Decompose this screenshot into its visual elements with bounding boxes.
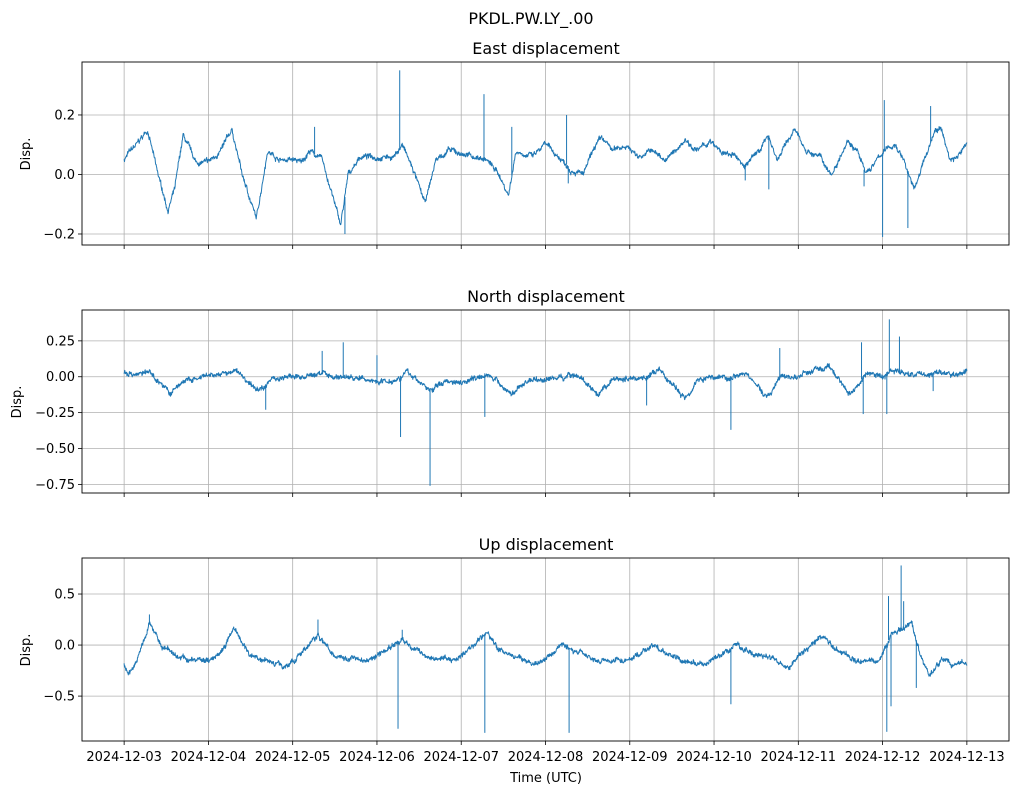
x-tick-label: 2024-12-13	[929, 750, 1005, 765]
up-series-line	[123, 620, 968, 677]
figure-title: PKDL.PW.LY_.00	[468, 9, 593, 29]
x-tick-label: 2024-12-12	[845, 750, 921, 765]
x-tick-label: 2024-12-06	[339, 750, 415, 765]
up-panel: Up displacement Disp. Time (UTC) 2024-12…	[19, 535, 1010, 786]
x-tick-label: 2024-12-05	[255, 750, 331, 765]
east-ylabel: Disp.	[19, 138, 34, 171]
x-tick-label: 2024-12-07	[423, 750, 499, 765]
x-axis-label: Time (UTC)	[509, 771, 582, 786]
north-axes-frame	[81, 309, 1010, 494]
north-title: North displacement	[467, 287, 625, 306]
north-ylabel: Disp.	[10, 386, 25, 419]
north-y-tick-label: −0.75	[35, 478, 75, 493]
north-y-tick-label: −0.50	[35, 442, 75, 457]
north-y-tick-label: 0.25	[46, 334, 75, 349]
north-y-tick-label: 0.00	[46, 370, 75, 385]
up-y-tick-label: 0.0	[54, 639, 75, 654]
north-panel: North displacement Disp. −0.75 −0.50 −0.25…	[10, 287, 1010, 497]
north-y-tick-label: −0.25	[35, 406, 75, 421]
x-tick-label: 2024-12-04	[171, 750, 247, 765]
x-tick-label: 2024-12-03	[86, 750, 162, 765]
x-tick-label: 2024-12-09	[592, 750, 668, 765]
east-grid	[82, 62, 1009, 245]
east-y-tick-label: 0.2	[54, 108, 75, 123]
east-y-tick-label: 0.0	[54, 168, 75, 183]
up-ylabel: Disp.	[19, 634, 34, 667]
up-y-tick-label: −0.5	[43, 690, 75, 705]
east-panel: East displacement Disp. −0.2 0.0 0.2	[19, 39, 1010, 249]
east-axes-frame	[81, 61, 1010, 246]
x-tick-label: 2024-12-08	[508, 750, 584, 765]
north-grid	[82, 310, 1009, 493]
east-series-line	[123, 126, 968, 226]
up-axes-frame	[81, 557, 1010, 742]
north-series-line	[123, 363, 968, 401]
east-y-tick-label: −0.2	[43, 227, 75, 242]
x-tick-label: 2024-12-11	[761, 750, 837, 765]
up-title: Up displacement	[479, 535, 614, 554]
east-title: East displacement	[472, 39, 619, 58]
up-y-tick-label: 0.5	[54, 588, 75, 603]
x-tick-label: 2024-12-10	[676, 750, 752, 765]
up-grid	[82, 558, 1009, 741]
